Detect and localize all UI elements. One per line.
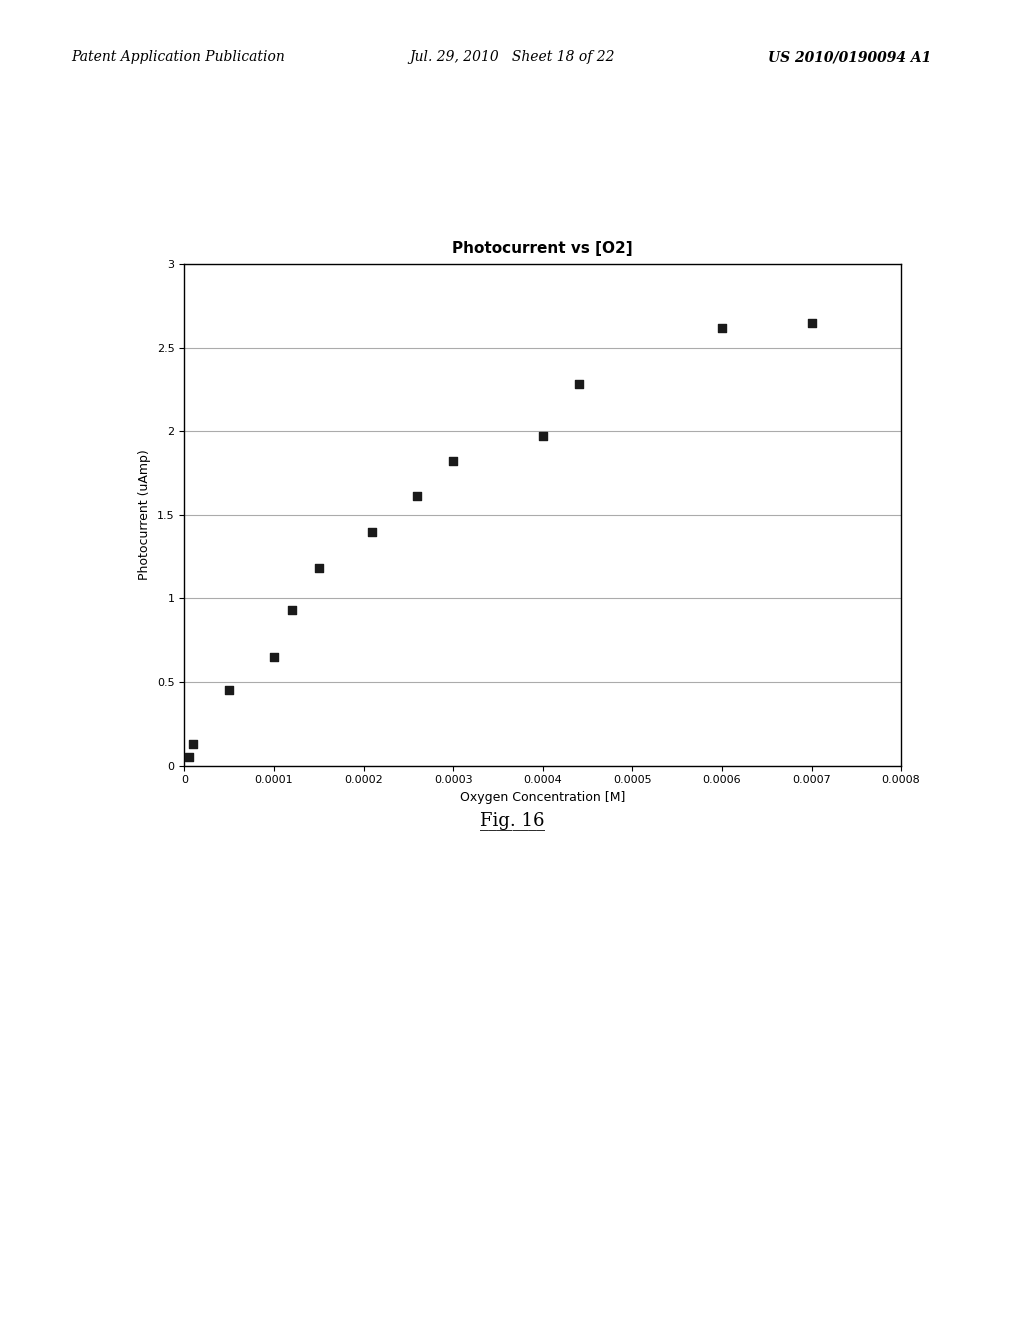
Point — [714, 317, 730, 338]
Text: US 2010/0190094 A1: US 2010/0190094 A1 — [768, 50, 931, 65]
Text: Jul. 29, 2010   Sheet 18 of 22: Jul. 29, 2010 Sheet 18 of 22 — [410, 50, 615, 65]
Point — [310, 558, 327, 579]
Y-axis label: Photocurrent (uAmp): Photocurrent (uAmp) — [138, 449, 152, 581]
Point — [221, 680, 238, 701]
X-axis label: Oxygen Concentration [M]: Oxygen Concentration [M] — [460, 791, 626, 804]
Point — [444, 450, 461, 471]
Point — [180, 747, 197, 768]
Point — [570, 374, 587, 395]
Text: Patent Application Publication: Patent Application Publication — [72, 50, 286, 65]
Point — [535, 425, 551, 446]
Point — [185, 734, 202, 755]
Title: Photocurrent vs [O2]: Photocurrent vs [O2] — [453, 240, 633, 256]
Point — [365, 521, 381, 543]
Point — [409, 486, 426, 507]
Text: Fig. 16: Fig. 16 — [480, 812, 544, 830]
Point — [266, 647, 283, 668]
Text: ________: ________ — [479, 814, 545, 832]
Point — [284, 599, 300, 620]
Point — [803, 312, 819, 333]
